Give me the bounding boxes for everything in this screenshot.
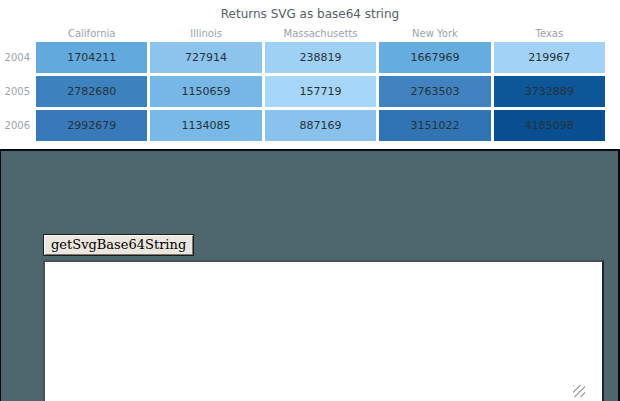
- column-label: Texas: [494, 28, 605, 40]
- column-label: Massachusetts: [265, 28, 376, 40]
- svg-output-area: [43, 260, 604, 401]
- column-label: California: [36, 28, 147, 40]
- row-label: 2006: [0, 110, 33, 141]
- heatmap-cell[interactable]: 2782680: [36, 76, 147, 107]
- svg-output-textarea[interactable]: [43, 260, 604, 401]
- heatmap-row: 20062992679113408588716931510224185098: [0, 110, 605, 141]
- column-label: New York: [379, 28, 490, 40]
- column-label: Illinois: [150, 28, 261, 40]
- heatmap-cell[interactable]: 2992679: [36, 110, 147, 141]
- control-panel: getSvgBase64String: [0, 149, 620, 401]
- get-svg-base64-button[interactable]: getSvgBase64String: [43, 234, 194, 256]
- chart-title: Returns SVG as base64 string: [0, 0, 620, 21]
- heatmap-cell[interactable]: 1134085: [150, 110, 261, 141]
- heatmap-cell[interactable]: 219967: [494, 42, 605, 73]
- heatmap-grid: CaliforniaIllinois MassachusettsNew York T…: [0, 28, 605, 141]
- heatmap-cell[interactable]: 157719: [265, 76, 376, 107]
- heatmap-cell[interactable]: 727914: [150, 42, 261, 73]
- heatmap-cell[interactable]: 2763503: [379, 76, 490, 107]
- heatmap-cell[interactable]: 3151022: [379, 110, 490, 141]
- heatmap-cell[interactable]: 4185098: [494, 110, 605, 141]
- heatmap-chart: Returns SVG as base64 string CaliforniaI…: [0, 0, 620, 149]
- heatmap-cell[interactable]: 238819: [265, 42, 376, 73]
- heatmap-cell[interactable]: 887169: [265, 110, 376, 141]
- heatmap-row: 20052782680115065915771927635033732889: [0, 76, 605, 107]
- heatmap-cell[interactable]: 3732889: [494, 76, 605, 107]
- row-label-spacer: [0, 28, 33, 40]
- row-label: 2005: [0, 76, 33, 107]
- heatmap-header-row: CaliforniaIllinois MassachusettsNew York T…: [0, 28, 605, 40]
- heatmap-cell[interactable]: 1704211: [36, 42, 147, 73]
- row-label: 2004: [0, 42, 33, 73]
- heatmap-row: 200417042117279142388191667969219967: [0, 42, 605, 73]
- heatmap-cell[interactable]: 1150659: [150, 76, 261, 107]
- heatmap-cell[interactable]: 1667969: [379, 42, 490, 73]
